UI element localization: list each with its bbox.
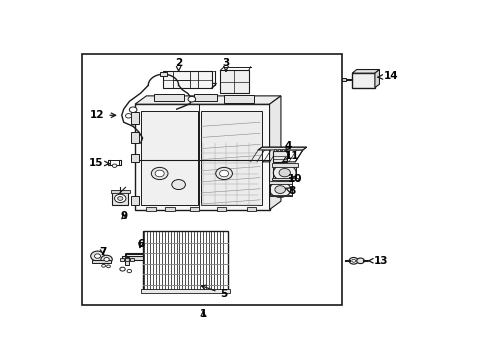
Bar: [131, 196, 139, 205]
Bar: [269, 184, 291, 195]
Bar: [201, 111, 262, 205]
Circle shape: [129, 107, 137, 112]
Circle shape: [125, 114, 131, 118]
Text: 5: 5: [201, 285, 227, 299]
Text: 12: 12: [90, 110, 116, 120]
Circle shape: [351, 260, 355, 262]
Bar: [111, 190, 130, 193]
Bar: [82, 54, 341, 305]
Bar: [124, 257, 128, 265]
Bar: [274, 149, 276, 151]
Circle shape: [274, 186, 285, 193]
Text: 7: 7: [99, 247, 106, 257]
Polygon shape: [135, 96, 280, 104]
Bar: [193, 94, 216, 102]
Circle shape: [215, 167, 232, 180]
Polygon shape: [269, 96, 280, 210]
Bar: [277, 149, 280, 151]
Text: 13: 13: [367, 256, 388, 266]
Bar: [189, 207, 199, 211]
Circle shape: [188, 96, 195, 102]
Bar: [122, 256, 142, 260]
Circle shape: [90, 251, 104, 261]
Bar: [112, 192, 128, 205]
Bar: [141, 111, 197, 205]
Bar: [281, 149, 284, 151]
Circle shape: [102, 264, 105, 267]
Text: 10: 10: [287, 174, 302, 184]
Text: 8: 8: [285, 186, 295, 196]
Bar: [224, 95, 254, 103]
Bar: [131, 112, 139, 123]
Circle shape: [120, 267, 125, 271]
Circle shape: [94, 254, 101, 258]
Circle shape: [117, 197, 122, 201]
Bar: [154, 94, 184, 102]
Text: 2: 2: [175, 58, 182, 71]
Circle shape: [356, 258, 364, 264]
Text: 9: 9: [120, 211, 127, 221]
Circle shape: [151, 167, 168, 180]
Text: 4: 4: [284, 141, 292, 151]
Bar: [120, 258, 124, 261]
Circle shape: [219, 170, 228, 177]
Polygon shape: [351, 69, 379, 73]
Bar: [131, 132, 139, 143]
Bar: [351, 73, 374, 87]
Circle shape: [114, 194, 126, 203]
Circle shape: [112, 164, 117, 167]
Bar: [110, 161, 119, 165]
Bar: [216, 207, 225, 211]
Circle shape: [127, 269, 131, 273]
Bar: [131, 154, 139, 162]
Circle shape: [273, 164, 296, 181]
Bar: [271, 163, 297, 167]
Bar: [146, 207, 156, 211]
Circle shape: [155, 170, 164, 177]
Circle shape: [101, 255, 112, 264]
Bar: [268, 194, 292, 196]
Bar: [342, 78, 346, 81]
Circle shape: [171, 180, 185, 190]
Bar: [272, 151, 286, 162]
Circle shape: [104, 257, 109, 261]
Bar: [141, 289, 229, 293]
Bar: [92, 260, 111, 263]
Text: 11: 11: [282, 151, 299, 162]
Bar: [271, 178, 297, 180]
Circle shape: [348, 257, 358, 264]
Text: 1: 1: [199, 309, 206, 319]
Bar: [129, 258, 134, 261]
Text: 14: 14: [377, 72, 397, 81]
Bar: [124, 258, 129, 261]
Bar: [165, 207, 175, 211]
Bar: [246, 207, 256, 211]
Text: 15: 15: [88, 158, 109, 168]
Circle shape: [106, 265, 110, 268]
Polygon shape: [163, 84, 216, 87]
Polygon shape: [250, 150, 302, 162]
Circle shape: [269, 182, 290, 197]
Circle shape: [279, 168, 290, 177]
Bar: [273, 166, 296, 179]
Polygon shape: [258, 147, 306, 150]
Bar: [159, 72, 167, 76]
Bar: [163, 71, 211, 87]
Bar: [135, 104, 269, 210]
Bar: [268, 181, 292, 184]
Bar: [220, 70, 248, 93]
Bar: [142, 231, 227, 291]
Text: 3: 3: [222, 58, 229, 71]
Polygon shape: [374, 69, 379, 87]
Text: 6: 6: [137, 239, 144, 249]
